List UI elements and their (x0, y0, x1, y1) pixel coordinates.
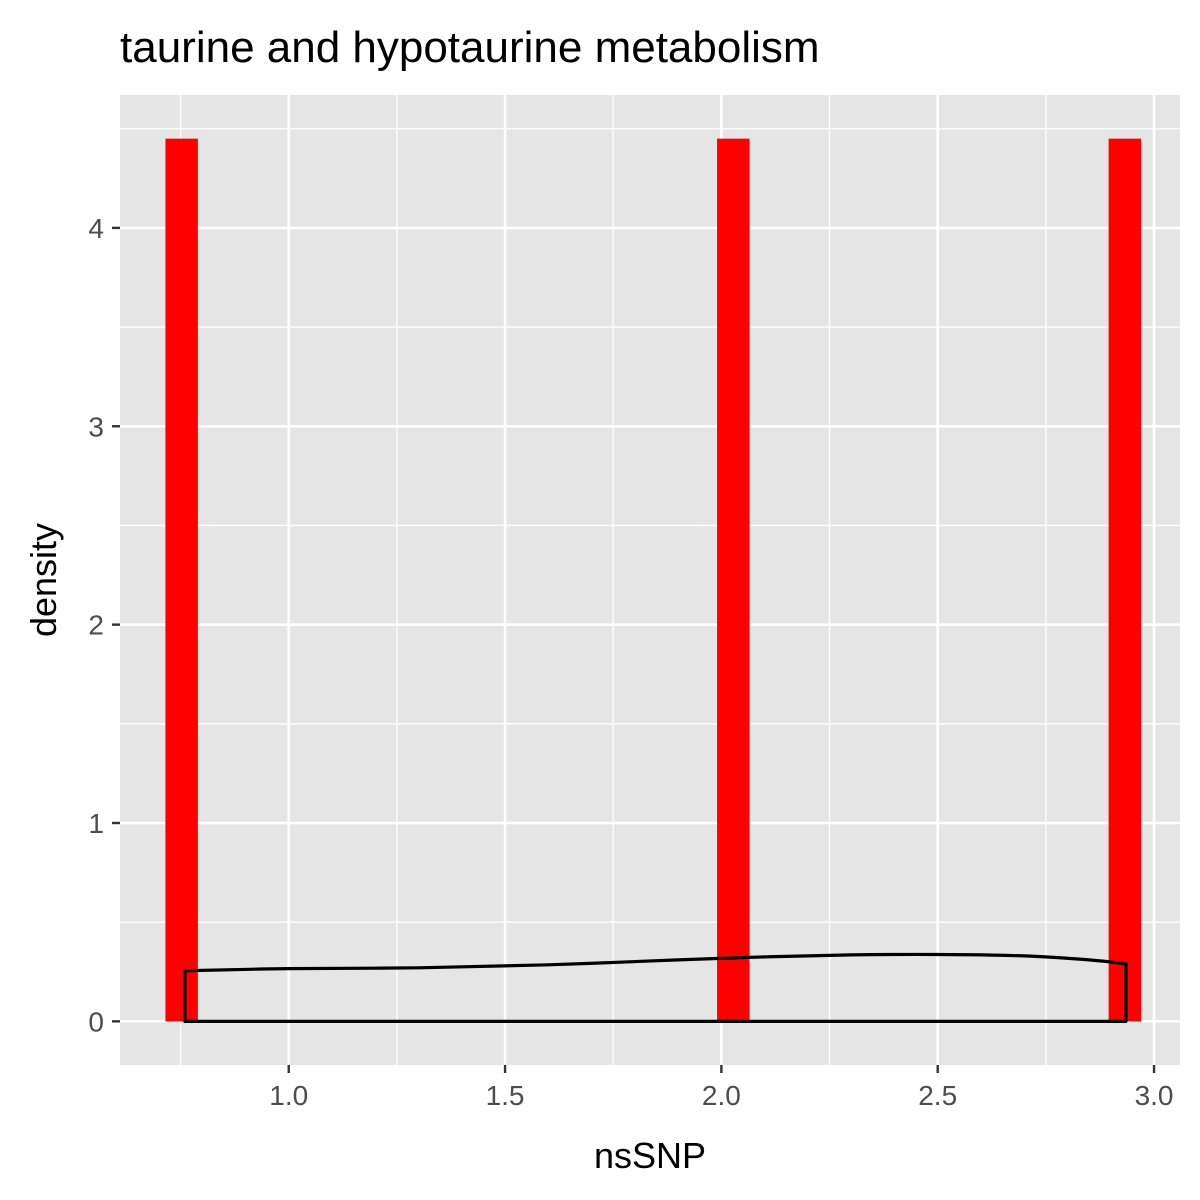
histogram-bar-2 (717, 138, 750, 1022)
histogram-bar-3 (1108, 138, 1142, 1022)
y-tick-label: 2 (88, 610, 104, 641)
density-curve (183, 952, 1128, 1023)
y-tick-label: 0 (88, 1006, 104, 1037)
minor-gridlines (120, 95, 1180, 1065)
y-axis: 0 1 2 3 4 (88, 213, 120, 1037)
x-tick-label: 3.0 (1135, 1080, 1174, 1111)
x-tick-label: 1.0 (269, 1080, 308, 1111)
y-tick-label: 4 (88, 213, 104, 244)
plot-panel (120, 95, 1180, 1065)
x-tick-label: 2.0 (702, 1080, 741, 1111)
x-tick-label: 1.5 (486, 1080, 525, 1111)
chart-title: taurine and hypotaurine metabolism (120, 23, 820, 72)
density-curve-layer (183, 952, 1128, 1023)
x-axis: 1.0 1.5 2.0 2.5 3.0 (269, 1065, 1174, 1111)
histogram-bars (165, 138, 1142, 1022)
y-axis-title: density (23, 523, 64, 637)
x-axis-title: nsSNP (594, 1135, 706, 1176)
y-tick-label: 1 (88, 808, 104, 839)
y-tick-label: 3 (88, 411, 104, 442)
x-tick-label: 2.5 (918, 1080, 957, 1111)
histogram-bar-1 (165, 138, 198, 1022)
